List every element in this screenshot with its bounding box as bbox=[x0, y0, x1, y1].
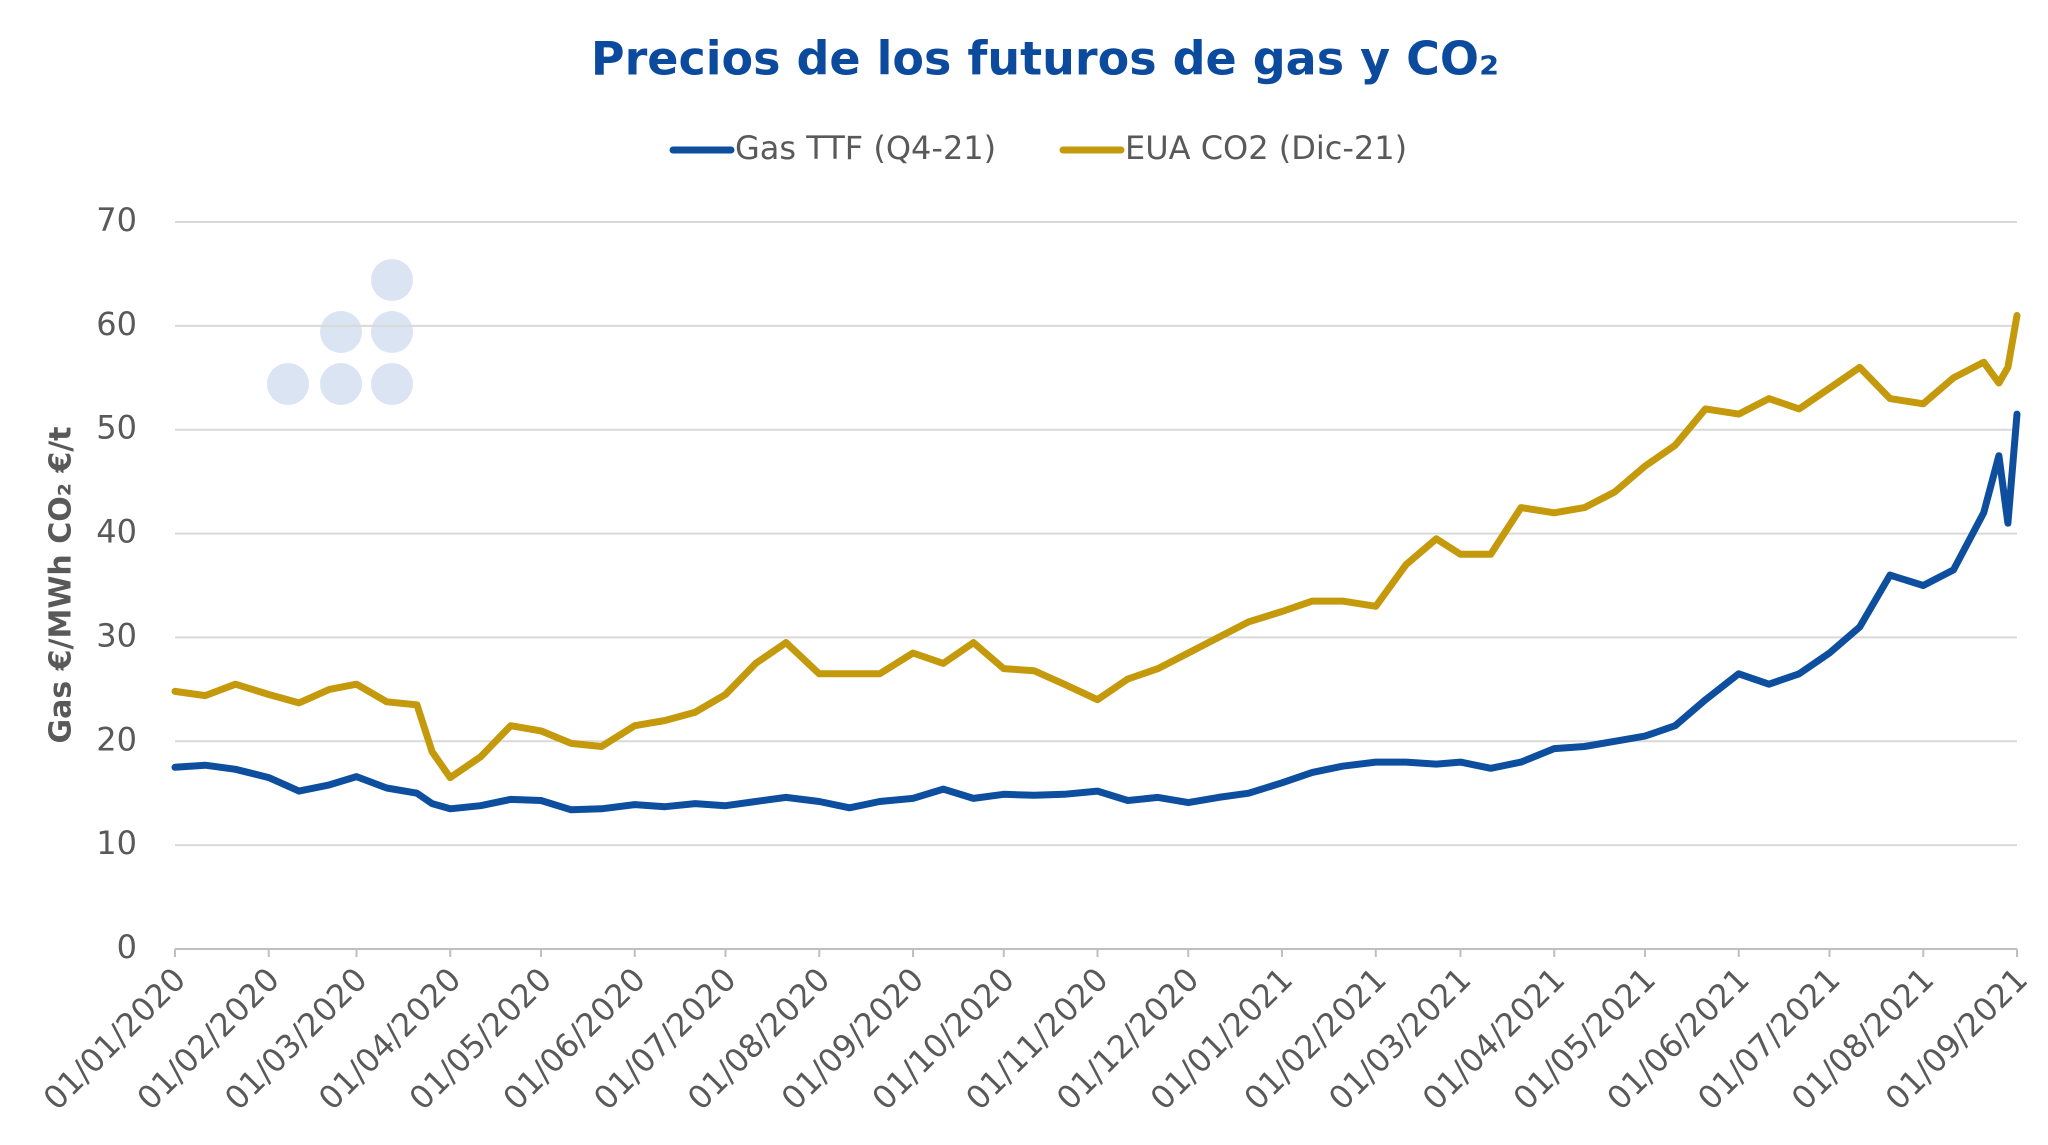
y-tick-label: 50 bbox=[96, 409, 137, 447]
y-tick-label: 30 bbox=[96, 616, 137, 654]
chart-title: Precios de los futuros de gas y CO₂ bbox=[591, 32, 1499, 86]
series-line bbox=[171, 410, 2021, 814]
y-tick-label: 60 bbox=[96, 305, 137, 343]
y-tick-label: 20 bbox=[96, 720, 137, 758]
legend-label: Gas TTF (Q4-21) bbox=[735, 129, 996, 167]
series-line bbox=[171, 312, 2021, 782]
legend-label: EUA CO2 (Dic-21) bbox=[1125, 129, 1407, 167]
logo bbox=[267, 259, 413, 405]
y-tick-label: 0 bbox=[117, 928, 137, 966]
y-tick-label: 40 bbox=[96, 513, 137, 551]
y-axis-label: Gas €/MWh CO₂ €/t bbox=[44, 426, 79, 743]
y-tick-label: 70 bbox=[96, 201, 137, 239]
y-tick-label: 10 bbox=[96, 824, 137, 862]
